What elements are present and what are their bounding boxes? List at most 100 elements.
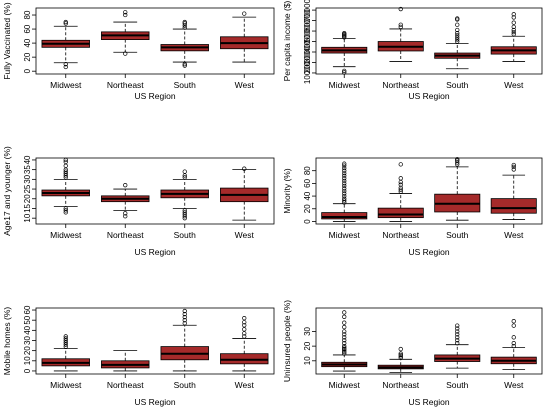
y-tick-label: 30 xyxy=(303,326,312,335)
y-tick-label: 0 xyxy=(303,219,312,224)
outlier-point xyxy=(455,16,460,21)
outlier-point xyxy=(511,15,516,20)
outlier-point xyxy=(455,338,460,343)
outlier-point xyxy=(242,11,247,16)
outlier-point xyxy=(342,178,347,183)
outlier-point xyxy=(182,25,187,30)
y-tick-label: 30 xyxy=(23,335,32,344)
outlier-point xyxy=(342,320,347,325)
y-tick-label: 35 xyxy=(23,165,32,174)
category-label: South xyxy=(174,80,196,90)
category-label: Northeast xyxy=(382,380,419,390)
outlier-point xyxy=(511,20,516,25)
box-midwest xyxy=(41,157,90,215)
y-tick-label: 60000 xyxy=(303,9,312,32)
box-west xyxy=(220,316,269,372)
outlier-point xyxy=(342,181,347,186)
y-axis-title: Age17 and younger (%) xyxy=(2,146,12,236)
outlier-point xyxy=(182,314,187,320)
category-label: South xyxy=(174,230,196,240)
box-northeast xyxy=(101,350,150,372)
category-label: Midwest xyxy=(329,80,361,90)
y-tick-label: 40000 xyxy=(303,30,312,53)
outlier-point xyxy=(123,183,128,188)
category-label: Northeast xyxy=(107,230,144,240)
outlier-point xyxy=(398,162,403,167)
outlier-point xyxy=(63,342,68,347)
y-tick-label: 30000 xyxy=(303,40,312,63)
outlier-point xyxy=(455,39,460,44)
y-tick-label: 70000 xyxy=(303,0,312,21)
outlier-point xyxy=(342,171,347,176)
box-south xyxy=(160,308,209,372)
box-south xyxy=(434,323,481,369)
outlier-point xyxy=(342,161,347,166)
category-label: Northeast xyxy=(107,380,144,390)
outlier-point xyxy=(342,168,347,173)
outlier-point xyxy=(342,329,347,334)
category-label: Northeast xyxy=(107,80,144,90)
y-tick-label: 20 xyxy=(23,346,32,355)
outlier-point xyxy=(342,173,347,178)
outlier-point xyxy=(342,196,347,201)
box-northeast xyxy=(101,183,150,219)
outlier-point xyxy=(398,351,403,356)
outlier-point xyxy=(342,193,347,199)
outlier-point xyxy=(182,308,187,314)
outlier-point xyxy=(63,344,68,349)
outlier-point xyxy=(511,29,516,35)
outlier-point xyxy=(63,206,68,211)
outlier-point xyxy=(511,24,516,30)
outlier-point xyxy=(342,166,347,171)
outlier-point xyxy=(63,159,68,165)
y-tick-label: 20 xyxy=(23,52,32,61)
plot-frame xyxy=(315,307,543,375)
box-northeast xyxy=(377,162,424,222)
plot-frame xyxy=(35,307,275,375)
outlier-point xyxy=(398,352,403,358)
outlier-point xyxy=(182,169,187,174)
y-tick-label: 40 xyxy=(303,191,312,200)
outlier-point xyxy=(182,321,187,326)
outlier-point xyxy=(455,33,460,38)
outlier-point xyxy=(342,68,347,74)
outlier-point xyxy=(398,179,403,185)
outlier-point xyxy=(455,335,460,340)
outlier-point xyxy=(455,329,460,334)
y-tick-label: 60 xyxy=(303,178,312,187)
box-west xyxy=(490,319,537,371)
outlier-point xyxy=(342,346,347,352)
y-axis-title: Fully Vaccinated (%) xyxy=(2,2,12,79)
iqr-box xyxy=(490,198,537,214)
y-tick-label: 80 xyxy=(303,166,312,175)
box-south xyxy=(160,19,209,68)
y-tick-label: 30 xyxy=(23,174,32,183)
y-tick-label: 25 xyxy=(23,184,32,193)
outlier-point xyxy=(342,183,347,189)
y-tick-label: 60 xyxy=(23,24,32,33)
category-label: South xyxy=(446,380,468,390)
plot-frame xyxy=(315,7,543,75)
x-axis-title: US Region xyxy=(134,247,175,257)
category-label: West xyxy=(235,380,255,390)
outlier-point xyxy=(63,338,68,343)
outlier-point xyxy=(63,163,68,168)
outlier-point xyxy=(242,166,247,171)
y-axis-title: Minority (%) xyxy=(282,168,292,214)
y-tick-label: 40 xyxy=(23,38,32,47)
category-label: South xyxy=(446,230,468,240)
outlier-point xyxy=(398,182,403,187)
outlier-point xyxy=(342,338,347,343)
plot-frame xyxy=(315,157,543,225)
outlier-point xyxy=(455,157,460,162)
outlier-point xyxy=(455,332,460,337)
y-tick-label: 10000 xyxy=(303,61,312,84)
outlier-point xyxy=(398,354,403,359)
outlier-point xyxy=(455,27,460,33)
x-axis-title: US Region xyxy=(134,91,175,101)
outlier-point xyxy=(511,162,516,168)
outlier-point xyxy=(182,318,187,323)
y-tick-label: 20 xyxy=(23,194,32,203)
box-northeast xyxy=(377,346,424,373)
